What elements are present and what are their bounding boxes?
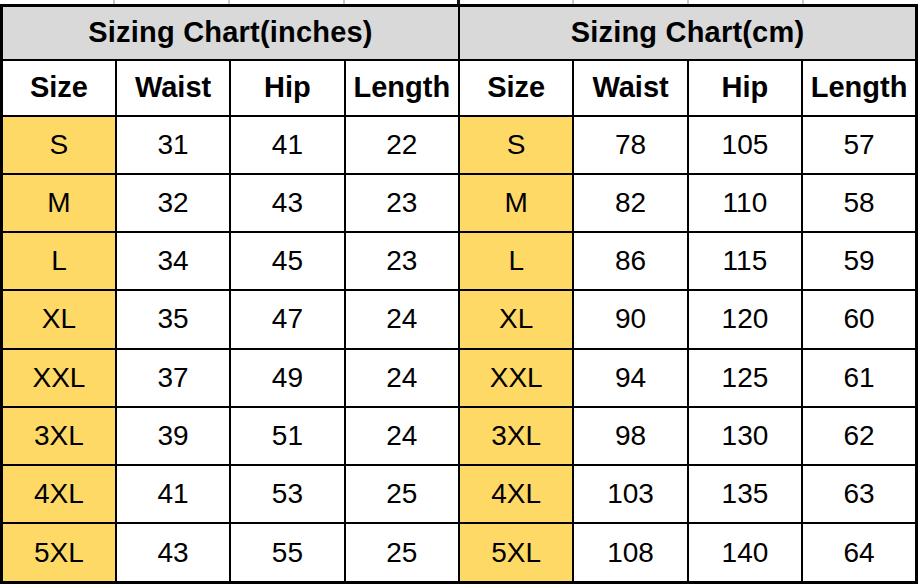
size-cell: XL — [459, 290, 573, 348]
value-cell: 41 — [116, 465, 230, 523]
value-cell: 120 — [688, 290, 802, 348]
size-cell: M — [2, 174, 116, 232]
value-cell: 45 — [230, 232, 344, 290]
column-header-hip: Hip — [230, 60, 344, 116]
table-row: XL354724XL9012060 — [2, 290, 917, 348]
column-header-size: Size — [2, 60, 116, 116]
value-cell: 63 — [802, 465, 916, 523]
value-cell: 43 — [230, 174, 344, 232]
value-cell: 103 — [573, 465, 687, 523]
value-cell: 60 — [802, 290, 916, 348]
value-cell: 23 — [345, 232, 459, 290]
column-header-length: Length — [802, 60, 916, 116]
table-row: 4XL4153254XL10313563 — [2, 465, 917, 523]
value-cell: 32 — [116, 174, 230, 232]
value-cell: 43 — [116, 523, 230, 582]
value-cell: 58 — [802, 174, 916, 232]
value-cell: 49 — [230, 349, 344, 407]
column-header-size: Size — [459, 60, 573, 116]
size-cell: S — [459, 116, 573, 174]
table-row: XXL374924XXL9412561 — [2, 349, 917, 407]
value-cell: 25 — [345, 465, 459, 523]
column-header-waist: Waist — [573, 60, 687, 116]
table-title-sizing-chart-inches: Sizing Chart(inches) — [2, 6, 460, 60]
size-cell: XXL — [2, 349, 116, 407]
gridline-tick-center — [457, 0, 460, 4]
value-cell: 55 — [230, 523, 344, 582]
gridline-tick — [572, 0, 574, 4]
column-header-waist: Waist — [116, 60, 230, 116]
sizing-chart-image: Sizing Chart(inches)Sizing Chart(cm)Size… — [0, 0, 918, 584]
gridline-tick — [687, 0, 689, 4]
column-header-hip: Hip — [688, 60, 802, 116]
size-cell: XL — [2, 290, 116, 348]
size-cell: 5XL — [2, 523, 116, 582]
value-cell: 62 — [802, 407, 916, 465]
size-cell: XXL — [459, 349, 573, 407]
value-cell: 86 — [573, 232, 687, 290]
table-row: M324323M8211058 — [2, 174, 917, 232]
size-cell: 4XL — [459, 465, 573, 523]
value-cell: 37 — [116, 349, 230, 407]
value-cell: 22 — [345, 116, 459, 174]
size-cell: M — [459, 174, 573, 232]
value-cell: 98 — [573, 407, 687, 465]
value-cell: 35 — [116, 290, 230, 348]
size-cell: 4XL — [2, 465, 116, 523]
value-cell: 53 — [230, 465, 344, 523]
value-cell: 59 — [802, 232, 916, 290]
value-cell: 135 — [688, 465, 802, 523]
sizing-tables-body: Sizing Chart(inches)Sizing Chart(cm)Size… — [2, 6, 917, 583]
value-cell: 110 — [688, 174, 802, 232]
value-cell: 24 — [345, 290, 459, 348]
value-cell: 64 — [802, 523, 916, 582]
value-cell: 61 — [802, 349, 916, 407]
column-header-length: Length — [345, 60, 459, 116]
gridline-tick — [113, 0, 115, 4]
table-row: 5XL4355255XL10814064 — [2, 523, 917, 582]
size-cell: L — [459, 232, 573, 290]
table-title-sizing-chart-cm: Sizing Chart(cm) — [459, 6, 917, 60]
value-cell: 115 — [688, 232, 802, 290]
size-cell: S — [2, 116, 116, 174]
value-cell: 108 — [573, 523, 687, 582]
value-cell: 51 — [230, 407, 344, 465]
value-cell: 34 — [116, 232, 230, 290]
value-cell: 24 — [345, 349, 459, 407]
gridline-tick — [228, 0, 230, 4]
value-cell: 82 — [573, 174, 687, 232]
value-cell: 39 — [116, 407, 230, 465]
value-cell: 90 — [573, 290, 687, 348]
table-row: S314122S7810557 — [2, 116, 917, 174]
table-row: L344523L8611559 — [2, 232, 917, 290]
value-cell: 125 — [688, 349, 802, 407]
value-cell: 78 — [573, 116, 687, 174]
size-cell: 3XL — [2, 407, 116, 465]
value-cell: 25 — [345, 523, 459, 582]
table-row: 3XL3951243XL9813062 — [2, 407, 917, 465]
value-cell: 47 — [230, 290, 344, 348]
value-cell: 130 — [688, 407, 802, 465]
value-cell: 105 — [688, 116, 802, 174]
value-cell: 24 — [345, 407, 459, 465]
value-cell: 140 — [688, 523, 802, 582]
value-cell: 94 — [573, 349, 687, 407]
value-cell: 57 — [802, 116, 916, 174]
size-cell: 3XL — [459, 407, 573, 465]
size-cell: L — [2, 232, 116, 290]
value-cell: 31 — [116, 116, 230, 174]
value-cell: 23 — [345, 174, 459, 232]
size-cell: 5XL — [459, 523, 573, 582]
top-gridline-strip — [0, 0, 918, 4]
gridline-tick — [802, 0, 804, 4]
gridline-tick — [343, 0, 345, 4]
value-cell: 41 — [230, 116, 344, 174]
sizing-tables: Sizing Chart(inches)Sizing Chart(cm)Size… — [0, 4, 918, 584]
